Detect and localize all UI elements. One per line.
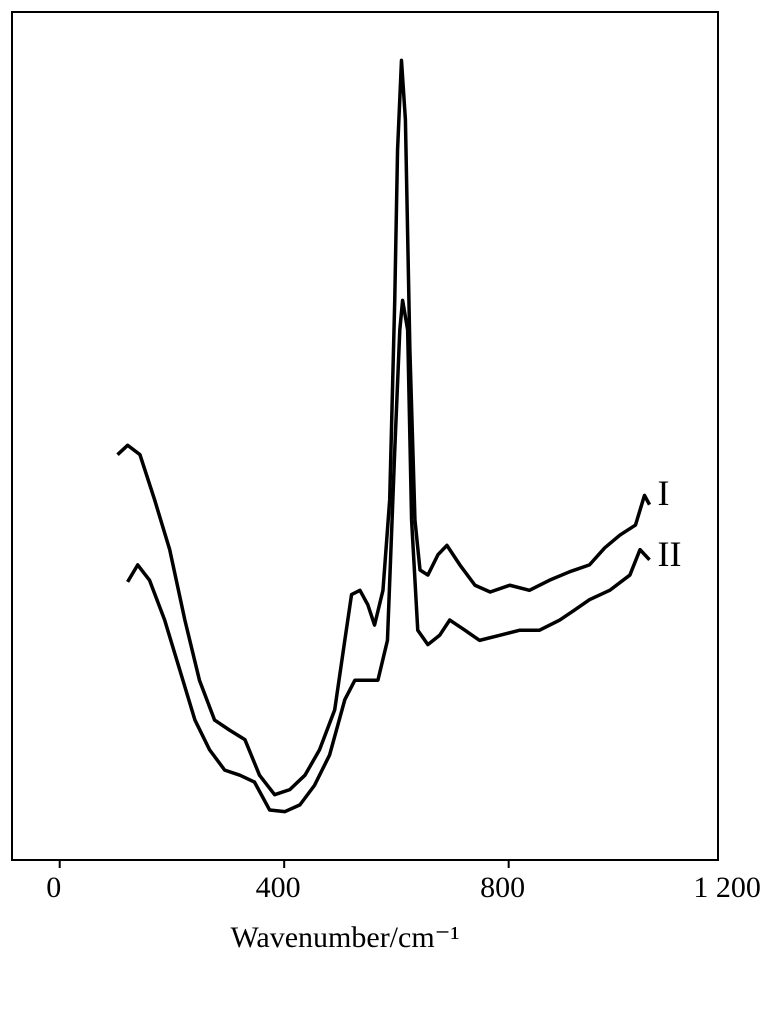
x-axis-label: Wavenumber/cm⁻¹ (231, 921, 460, 954)
x-tick-label: 1 200 (693, 871, 761, 904)
x-tick-label: 0 (46, 871, 61, 904)
line (126, 298, 651, 814)
line (116, 58, 652, 797)
series-label: I (658, 473, 670, 513)
x-tick-label: 400 (256, 871, 301, 904)
series-label: II (658, 534, 682, 574)
x-tick-label: 800 (480, 871, 525, 904)
plot-frame (11, 11, 719, 861)
